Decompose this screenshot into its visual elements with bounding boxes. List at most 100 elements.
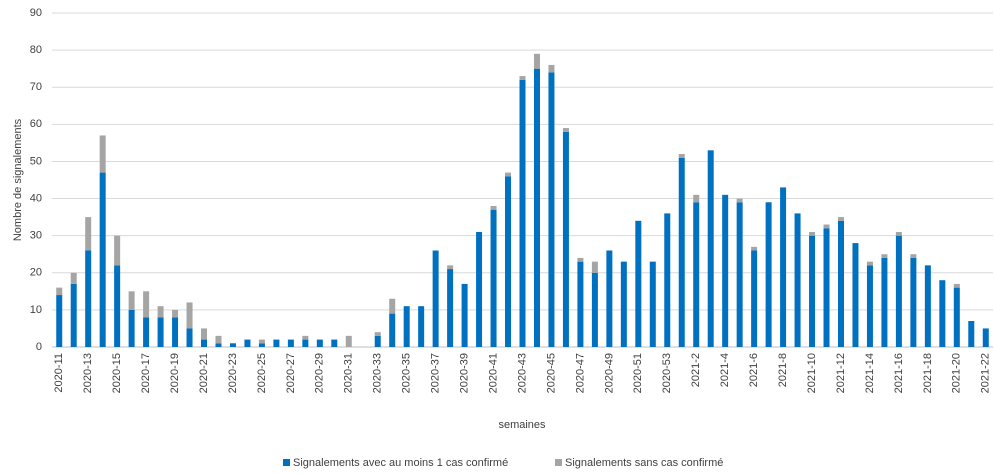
- bar-segment: [114, 235, 121, 266]
- bar-segment: [751, 246, 758, 251]
- x-tick-label: 2020-23: [227, 353, 239, 393]
- y-tick-label: 50: [30, 155, 42, 167]
- legend-label: Signalements avec au moins 1 cas confirm…: [293, 457, 508, 469]
- bar-segment: [866, 261, 873, 266]
- x-tick-label: 2020-49: [603, 353, 615, 393]
- x-tick-label: 2020-51: [632, 353, 644, 393]
- bar-segment: [751, 250, 758, 347]
- bar-segment: [837, 220, 844, 347]
- bar-segment: [823, 228, 830, 347]
- x-tick-label: 2020-37: [430, 353, 442, 393]
- bar-segment: [476, 231, 483, 347]
- x-tick-label: 2021-16: [893, 353, 905, 393]
- y-tick-label: 30: [30, 230, 42, 242]
- bar-segment: [664, 213, 671, 347]
- bar-segment: [606, 250, 613, 347]
- x-tick-label: 2020-33: [372, 353, 384, 393]
- bar-segment: [693, 194, 700, 203]
- x-tick-label: 2020-11: [53, 353, 65, 393]
- bar-segment: [895, 235, 902, 347]
- x-tick-label: 2020-21: [198, 353, 210, 393]
- y-tick-label: 80: [30, 44, 42, 56]
- bar-segment: [215, 335, 222, 344]
- bar-segment: [881, 254, 888, 258]
- bar-segment: [447, 269, 454, 347]
- bar-segment: [505, 176, 512, 347]
- legend-swatch: [555, 459, 562, 466]
- y-tick-label: 10: [30, 304, 42, 316]
- bar-segment: [201, 328, 208, 340]
- x-tick-label: 2020-45: [545, 353, 557, 393]
- bar-segment: [389, 313, 396, 347]
- x-tick-label: 2020-15: [111, 353, 123, 393]
- x-tick-label: 2020-41: [487, 353, 499, 393]
- bar-segment: [809, 235, 816, 347]
- y-axis-title: Nombre de signalements: [12, 118, 24, 241]
- bar-segment: [939, 280, 946, 347]
- bar-segment: [56, 287, 63, 296]
- bar-segment: [837, 217, 844, 221]
- bar-segment: [418, 306, 425, 347]
- bar-segment: [577, 261, 584, 347]
- bar-segment: [302, 335, 309, 340]
- bar-segment: [591, 261, 598, 273]
- bar-segment: [186, 302, 193, 329]
- bar-segment: [924, 265, 931, 347]
- bar-segment: [794, 213, 801, 347]
- x-tick-label: 2021-4: [719, 353, 731, 387]
- bar-segment: [85, 250, 92, 347]
- bar-segment: [722, 194, 729, 347]
- x-tick-label: 2020-13: [82, 353, 94, 393]
- bar-segment: [736, 198, 743, 203]
- bar-segment: [562, 131, 569, 347]
- bar-segment: [910, 254, 917, 258]
- legend-label: Signalements sans cas confirmé: [565, 457, 723, 469]
- x-tick-label: 2021-14: [864, 353, 876, 393]
- bar-segment: [809, 231, 816, 236]
- bar-segment: [172, 309, 179, 318]
- x-tick-label: 2020-19: [169, 353, 181, 393]
- bar-segment: [128, 291, 135, 310]
- bar-segment: [953, 287, 960, 347]
- bar-segment: [562, 128, 569, 132]
- x-tick-label: 2021-22: [980, 353, 992, 393]
- bar-segment: [99, 135, 106, 173]
- bar-segment: [591, 272, 598, 347]
- x-tick-label: 2020-29: [314, 353, 326, 393]
- bar-segment: [620, 261, 627, 347]
- bar-segment: [70, 283, 77, 347]
- y-tick-label: 20: [30, 267, 42, 279]
- bar-segment: [533, 68, 540, 348]
- bar-segment: [143, 317, 150, 347]
- bar-segment: [374, 335, 381, 347]
- bar-segment: [172, 317, 179, 347]
- bar-segment: [345, 335, 352, 347]
- x-tick-label: 2020-27: [285, 353, 297, 393]
- bar-segment: [229, 343, 236, 347]
- bar-segment: [519, 79, 526, 348]
- bar-segment: [533, 53, 540, 69]
- bar-segment: [258, 343, 265, 347]
- bar-segment: [186, 328, 193, 347]
- x-tick-label: 2021-12: [835, 353, 847, 393]
- bar-segment: [201, 339, 208, 347]
- x-tick-label: 2020-47: [574, 353, 586, 393]
- y-tick-label: 70: [30, 81, 42, 93]
- bar-segment: [852, 243, 859, 347]
- bar-segment: [910, 257, 917, 347]
- bar-segment: [114, 265, 121, 347]
- bar-segment: [649, 261, 656, 347]
- bar-segment: [432, 250, 439, 347]
- x-tick-label: 2020-17: [140, 353, 152, 393]
- bar-segment: [968, 321, 975, 347]
- bar-segment: [389, 298, 396, 314]
- bar-segment: [143, 291, 150, 318]
- bar-segment: [780, 187, 787, 347]
- y-tick-label: 60: [30, 118, 42, 130]
- bar-segment: [736, 202, 743, 347]
- bar-segment: [895, 231, 902, 236]
- bar-segment: [548, 72, 555, 347]
- x-tick-label: 2020-39: [458, 353, 470, 393]
- bar-segment: [287, 339, 294, 347]
